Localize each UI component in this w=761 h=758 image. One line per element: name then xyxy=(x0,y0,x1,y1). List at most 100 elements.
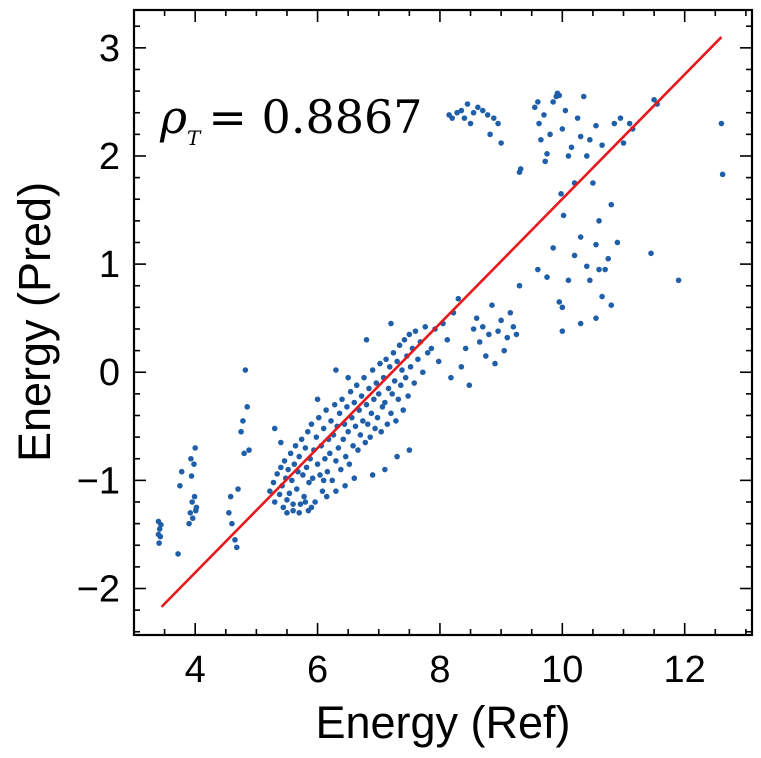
data-point xyxy=(590,180,596,186)
data-point xyxy=(608,201,615,208)
data-point xyxy=(177,482,183,489)
data-point xyxy=(583,263,590,270)
data-point xyxy=(462,345,469,352)
data-point xyxy=(193,507,199,514)
data-point xyxy=(648,250,654,257)
data-point xyxy=(484,112,491,118)
data-point xyxy=(291,461,298,467)
data-point xyxy=(278,464,284,471)
data-point xyxy=(344,404,350,410)
data-point xyxy=(158,521,164,528)
data-point xyxy=(363,337,370,343)
data-point xyxy=(556,92,563,99)
data-point xyxy=(593,315,599,321)
data-point xyxy=(577,133,584,140)
data-point xyxy=(314,396,321,403)
data-point xyxy=(393,418,399,424)
correlation-value: = 0.8867 xyxy=(208,90,422,144)
data-point xyxy=(455,295,462,302)
data-point xyxy=(461,115,468,121)
data-point xyxy=(351,475,358,482)
data-point xyxy=(346,461,353,467)
data-point xyxy=(626,120,633,127)
data-point xyxy=(394,358,400,365)
data-point xyxy=(286,490,293,497)
data-point xyxy=(289,477,295,484)
data-point xyxy=(448,374,454,381)
data-point xyxy=(315,414,322,421)
data-point xyxy=(241,450,247,457)
data-point xyxy=(466,382,473,389)
x-tick-label: 6 xyxy=(307,649,328,691)
data-point xyxy=(281,458,288,464)
data-point xyxy=(303,464,310,471)
data-point xyxy=(510,324,517,330)
data-point xyxy=(531,104,538,111)
data-point xyxy=(492,360,498,367)
data-point xyxy=(396,342,403,349)
data-point xyxy=(304,428,311,435)
data-point xyxy=(596,266,602,273)
data-point xyxy=(464,101,471,107)
data-point xyxy=(368,410,375,417)
data-point xyxy=(415,356,421,363)
data-point xyxy=(504,334,511,341)
data-point xyxy=(535,266,541,273)
data-point xyxy=(306,479,312,486)
data-point xyxy=(599,293,605,300)
data-point xyxy=(319,488,326,494)
data-point xyxy=(372,425,378,432)
data-point xyxy=(188,455,194,462)
data-point xyxy=(719,171,726,178)
data-point xyxy=(308,421,315,427)
data-point xyxy=(397,382,404,389)
data-point xyxy=(284,510,290,516)
data-point xyxy=(240,418,246,424)
data-point xyxy=(486,331,492,338)
data-point xyxy=(284,497,290,503)
data-point xyxy=(339,396,345,403)
data-point xyxy=(156,540,162,546)
data-point xyxy=(347,388,354,395)
data-point xyxy=(495,328,501,334)
data-point xyxy=(487,131,493,138)
data-point xyxy=(323,407,329,413)
data-point xyxy=(556,299,563,305)
data-point xyxy=(342,482,348,489)
data-point xyxy=(388,320,394,327)
data-point xyxy=(498,317,504,324)
data-point xyxy=(435,358,442,365)
data-point xyxy=(297,501,304,507)
data-point xyxy=(501,347,507,354)
fit-line xyxy=(160,36,723,608)
data-point xyxy=(449,115,455,121)
data-point xyxy=(323,493,330,500)
data-point xyxy=(189,515,196,522)
data-point xyxy=(444,337,451,343)
data-point xyxy=(353,382,360,389)
data-point xyxy=(328,418,334,424)
data-point xyxy=(479,107,486,114)
data-point xyxy=(614,239,621,246)
data-point xyxy=(420,369,426,376)
data-point xyxy=(355,447,361,453)
data-point xyxy=(371,396,377,403)
data-point xyxy=(399,367,405,373)
data-point xyxy=(402,374,409,381)
data-point xyxy=(562,107,569,114)
data-point xyxy=(331,401,338,408)
data-point xyxy=(608,302,615,308)
data-point xyxy=(560,212,567,219)
data-point xyxy=(675,277,682,284)
data-point xyxy=(305,507,312,514)
data-point xyxy=(458,364,465,370)
data-point xyxy=(513,331,520,338)
data-point xyxy=(309,475,316,482)
correlation-annotation: ρT = 0.8867 xyxy=(159,90,423,150)
data-point xyxy=(276,491,283,498)
data-point xyxy=(300,472,306,478)
data-point xyxy=(191,461,197,467)
data-point xyxy=(338,466,344,473)
